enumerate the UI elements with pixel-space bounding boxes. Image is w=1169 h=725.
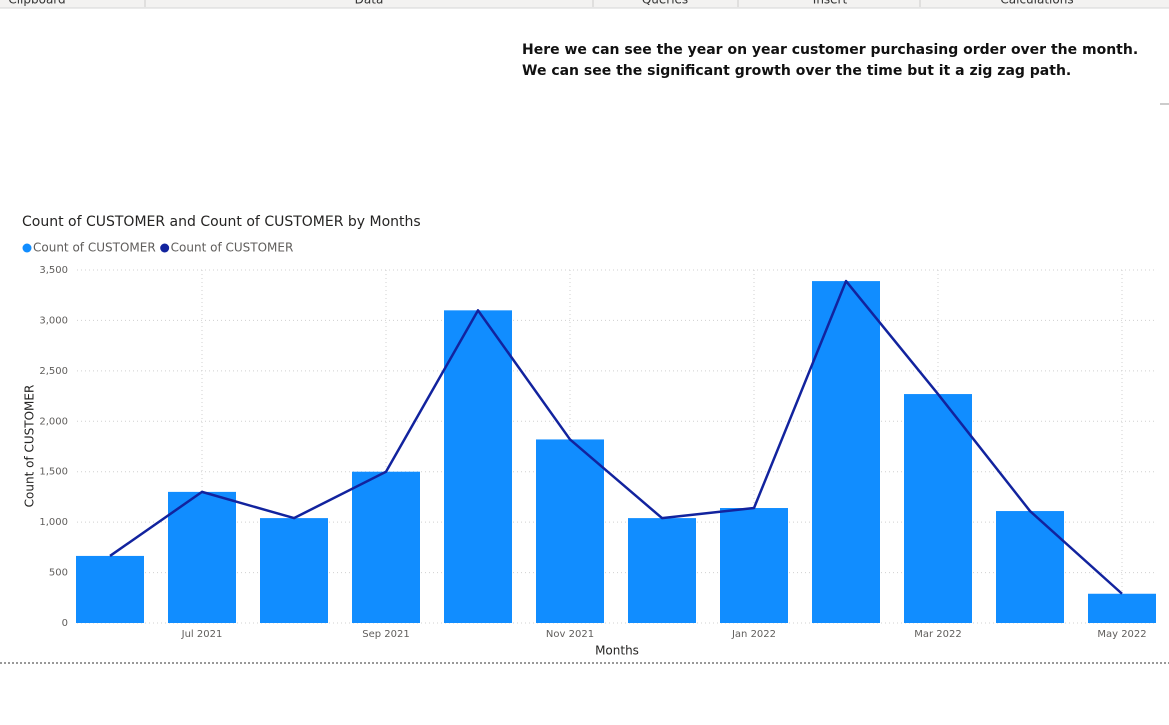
bar: [1088, 593, 1156, 623]
x-tick-label: Jan 2022: [731, 629, 776, 640]
chart-title: Count of CUSTOMER and Count of CUSTOMER …: [22, 214, 421, 230]
x-axis-title: Months: [595, 644, 639, 658]
y-tick-label: 1,500: [39, 467, 68, 478]
ribbon-bar: [0, 0, 1169, 8]
bar: [168, 491, 236, 623]
bar: [444, 310, 512, 623]
bar: [260, 518, 328, 623]
bar: [536, 439, 604, 623]
x-tick-label: May 2022: [1097, 629, 1146, 640]
legend-label: Count of CUSTOMER: [33, 241, 156, 255]
bar: [812, 281, 880, 623]
y-tick-label: 500: [49, 568, 68, 579]
bar: [628, 518, 696, 623]
annotation: We can see the significant growth over t…: [522, 63, 1071, 79]
y-tick-label: 2,000: [39, 416, 68, 427]
ribbon-label: Data: [355, 0, 384, 7]
annotation: Here we can see the year on year custome…: [522, 42, 1138, 58]
x-tick-label: Jul 2021: [181, 629, 223, 640]
bar: [996, 511, 1064, 623]
y-tick-label: 2,500: [39, 366, 68, 377]
ribbon-label: Queries: [642, 0, 688, 7]
y-tick-label: 0: [62, 618, 68, 629]
y-axis-title: Count of CUSTOMER: [23, 385, 37, 508]
ribbon-label: Calculations: [1000, 0, 1073, 7]
y-tick-label: 3,000: [39, 315, 68, 326]
x-tick-label: Sep 2021: [362, 629, 409, 640]
legend-label: Count of CUSTOMER: [171, 241, 294, 255]
y-tick-label: 3,500: [39, 265, 68, 276]
x-tick-label: Mar 2022: [914, 629, 962, 640]
ribbon-label: Clipboard: [8, 0, 65, 7]
x-tick-label: Nov 2021: [546, 629, 594, 640]
bar: [720, 508, 788, 623]
bar: [76, 555, 144, 623]
ribbon-label: Insert: [813, 0, 848, 7]
legend-marker: [22, 243, 32, 253]
bar: [904, 394, 972, 623]
legend-marker: [160, 243, 170, 253]
bar: [352, 471, 420, 623]
y-tick-label: 1,000: [39, 517, 68, 528]
line: [109, 279, 1123, 595]
